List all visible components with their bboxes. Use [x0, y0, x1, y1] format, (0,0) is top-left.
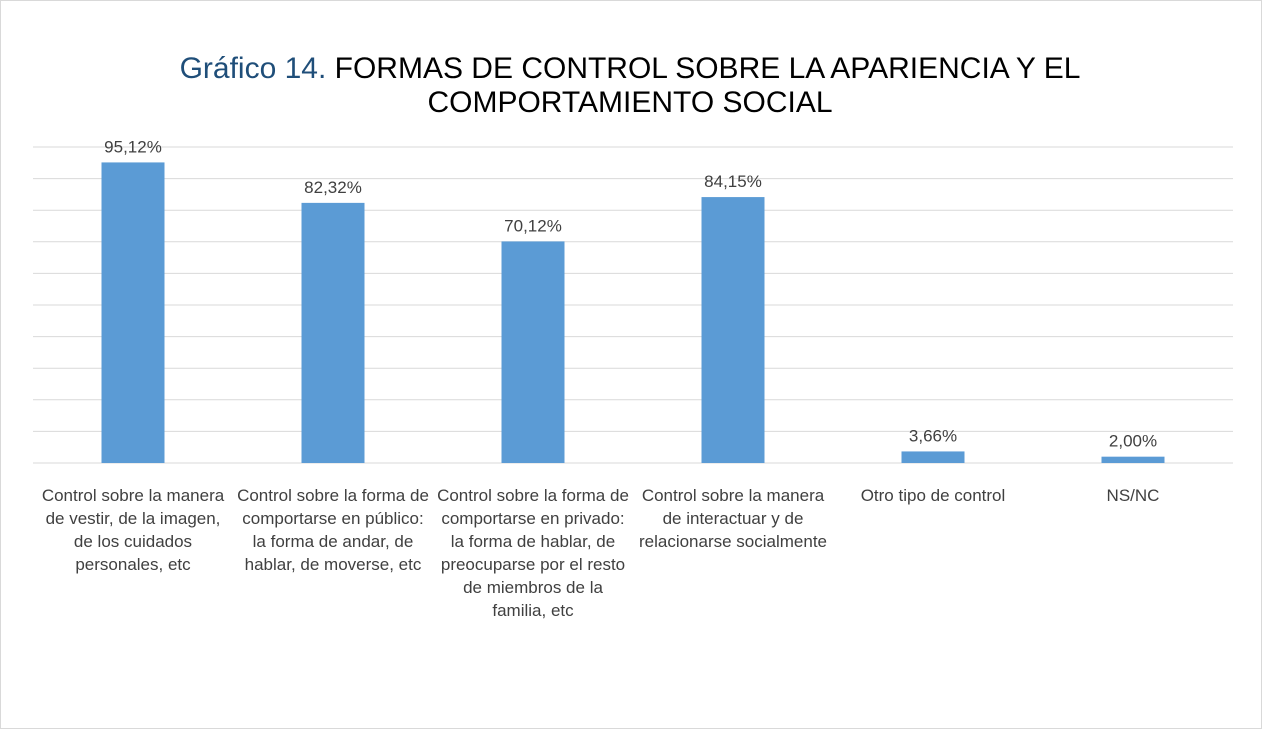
x-tick-label: NS/NC	[1106, 486, 1160, 505]
bar	[901, 451, 965, 463]
bar	[301, 202, 365, 463]
title-prefix: Gráfico 14.	[179, 52, 327, 85]
bar	[1101, 456, 1165, 463]
value-label: 82,32%	[304, 178, 362, 197]
value-label: 2,00%	[1109, 432, 1157, 451]
value-label: 84,15%	[704, 172, 762, 191]
title-main: FORMAS DE CONTROL SOBRE LA APARIENCIA Y …	[334, 52, 1081, 119]
x-tick-label: Control sobre la manera de interactuar y…	[638, 486, 828, 551]
value-label: 3,66%	[909, 426, 957, 445]
value-label: 70,12%	[504, 216, 562, 235]
bar	[701, 197, 765, 463]
x-tick-label: Otro tipo de control	[860, 486, 1006, 505]
x-tick-label: Control sobre la forma de comportarse en…	[237, 486, 429, 574]
bar	[101, 162, 165, 463]
chart-title: Gráfico 14. FORMAS DE CONTROL SOBRE LA A…	[130, 52, 1130, 120]
value-label: 95,12%	[104, 137, 162, 156]
x-tick-label: Control sobre la manera de vestir, de la…	[41, 486, 225, 574]
x-tick-label: Control sobre la forma de comportarse en…	[437, 486, 629, 620]
bar	[501, 241, 565, 463]
